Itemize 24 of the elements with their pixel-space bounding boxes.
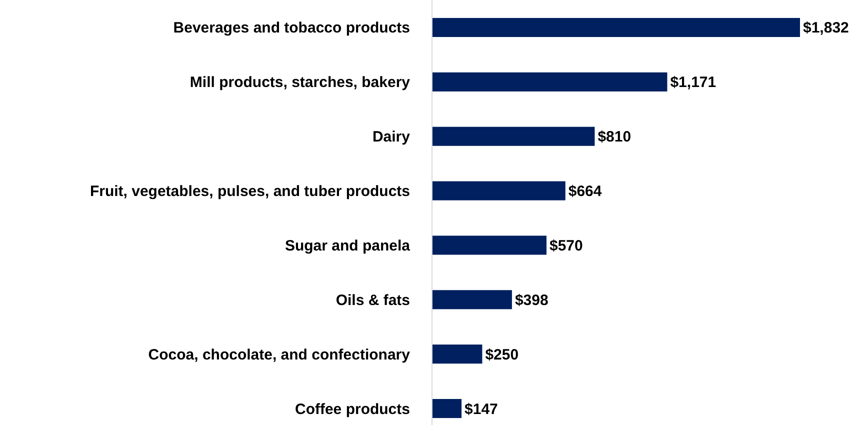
bar xyxy=(432,18,800,38)
bar xyxy=(432,126,595,146)
bar xyxy=(432,236,546,255)
data-label: $147 xyxy=(464,400,498,418)
bar xyxy=(432,398,462,418)
y-tick-label: Cocoa, chocolate, and confectionary xyxy=(148,346,411,364)
y-tick-label: Sugar and panela xyxy=(284,237,411,254)
bar xyxy=(432,181,566,200)
bar xyxy=(432,290,512,310)
y-tick-label: Beverages and tobacco products xyxy=(173,20,410,37)
bar xyxy=(432,344,482,364)
y-tick-label: Mill products, starches, bakery xyxy=(190,74,411,92)
data-label: $398 xyxy=(514,292,548,309)
data-label: $810 xyxy=(598,128,632,146)
data-label: $570 xyxy=(550,237,583,254)
y-tick-label: Oils & fats xyxy=(336,292,410,309)
bar xyxy=(432,72,668,92)
y-tick-label: Dairy xyxy=(372,128,411,146)
y-tick-label: Fruit, vegetables, pulses, and tuber products xyxy=(90,183,410,200)
y-tick-label: Coffee products xyxy=(294,400,410,418)
data-label: $1,832 xyxy=(803,20,849,37)
data-label: $664 xyxy=(568,183,602,200)
data-label: $1,171 xyxy=(670,74,716,92)
data-label: $250 xyxy=(485,346,519,364)
